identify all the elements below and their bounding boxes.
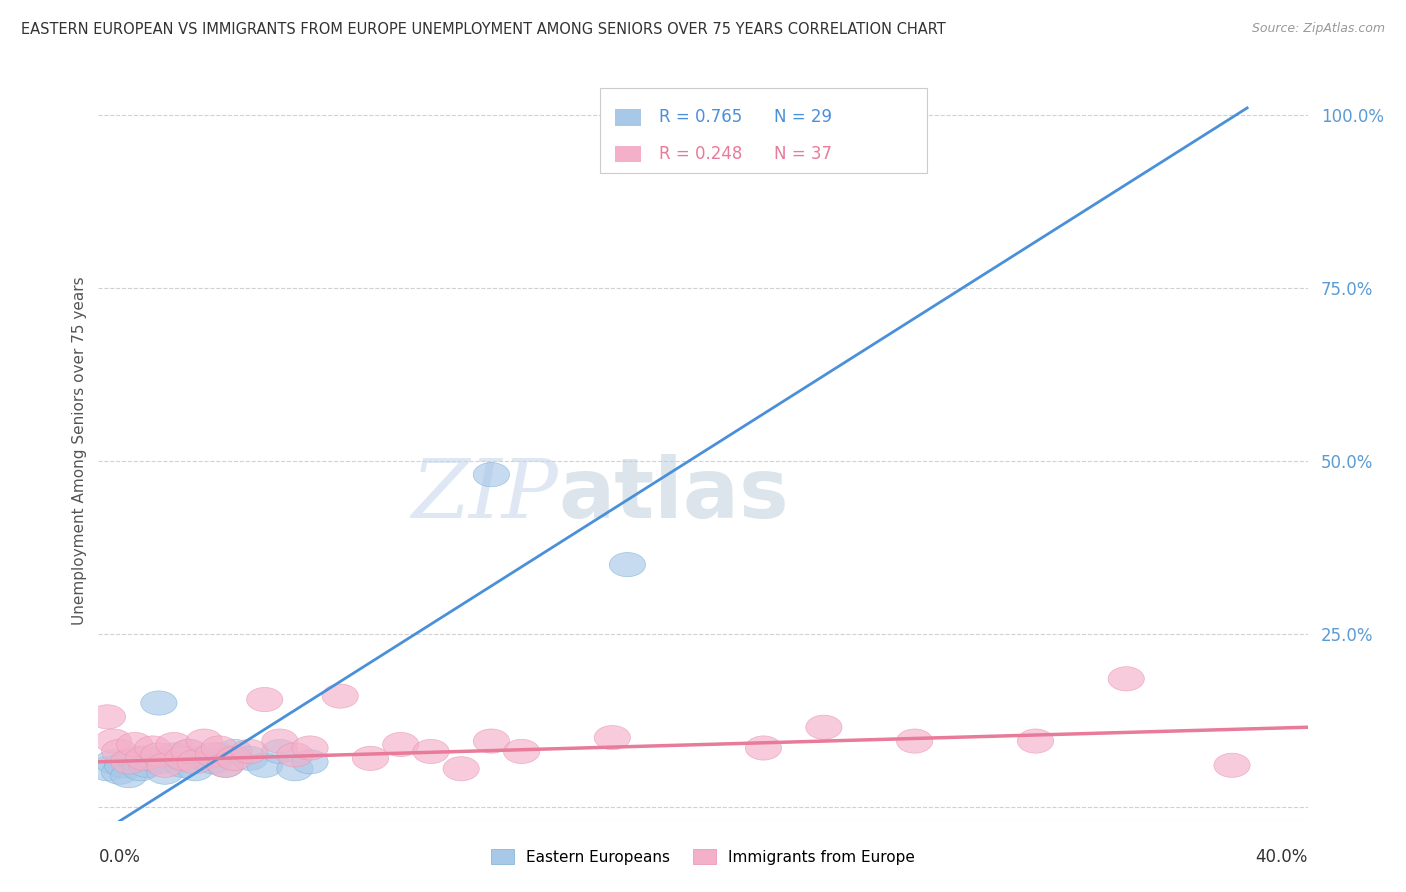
Text: 0.0%: 0.0%	[98, 848, 141, 866]
Ellipse shape	[135, 736, 172, 760]
Ellipse shape	[125, 747, 162, 771]
Ellipse shape	[141, 743, 177, 767]
Ellipse shape	[246, 753, 283, 778]
Text: R = 0.765: R = 0.765	[659, 109, 742, 127]
Ellipse shape	[474, 729, 509, 753]
Ellipse shape	[207, 753, 243, 778]
Ellipse shape	[322, 684, 359, 708]
Ellipse shape	[745, 736, 782, 760]
Ellipse shape	[111, 749, 146, 774]
Text: 40.0%: 40.0%	[1256, 848, 1308, 866]
Ellipse shape	[135, 747, 172, 771]
Ellipse shape	[90, 756, 125, 780]
Ellipse shape	[165, 753, 201, 778]
Ellipse shape	[353, 747, 388, 771]
Text: Source: ZipAtlas.com: Source: ZipAtlas.com	[1251, 22, 1385, 36]
Text: ZIP: ZIP	[411, 455, 558, 535]
Ellipse shape	[101, 760, 138, 784]
Text: atlas: atlas	[558, 454, 789, 535]
Ellipse shape	[177, 749, 214, 774]
Ellipse shape	[382, 732, 419, 756]
Ellipse shape	[186, 729, 222, 753]
Ellipse shape	[806, 715, 842, 739]
Text: R = 0.248: R = 0.248	[659, 145, 742, 163]
Ellipse shape	[1108, 666, 1144, 691]
Ellipse shape	[292, 736, 328, 760]
Ellipse shape	[90, 705, 125, 729]
Legend: Eastern Europeans, Immigrants from Europe: Eastern Europeans, Immigrants from Europ…	[491, 849, 915, 865]
Ellipse shape	[232, 747, 267, 771]
Ellipse shape	[262, 739, 298, 764]
Ellipse shape	[413, 739, 449, 764]
Ellipse shape	[186, 747, 222, 771]
Ellipse shape	[609, 552, 645, 577]
Ellipse shape	[217, 747, 253, 771]
Ellipse shape	[141, 691, 177, 715]
Ellipse shape	[503, 739, 540, 764]
Ellipse shape	[129, 753, 165, 778]
Ellipse shape	[146, 760, 183, 784]
Ellipse shape	[292, 749, 328, 774]
Ellipse shape	[117, 747, 153, 771]
Ellipse shape	[104, 753, 141, 778]
Ellipse shape	[201, 736, 238, 760]
Ellipse shape	[122, 756, 159, 780]
Bar	[600, 87, 927, 173]
Ellipse shape	[165, 747, 201, 771]
Ellipse shape	[195, 743, 232, 767]
Ellipse shape	[595, 725, 630, 749]
Ellipse shape	[96, 749, 132, 774]
Ellipse shape	[897, 729, 932, 753]
Ellipse shape	[201, 743, 238, 767]
Ellipse shape	[262, 729, 298, 753]
Ellipse shape	[101, 739, 138, 764]
Ellipse shape	[1213, 753, 1250, 778]
Ellipse shape	[277, 743, 314, 767]
Ellipse shape	[96, 729, 132, 753]
Ellipse shape	[172, 739, 207, 764]
Ellipse shape	[207, 753, 243, 778]
Ellipse shape	[1018, 729, 1053, 753]
Ellipse shape	[195, 749, 232, 774]
Ellipse shape	[474, 463, 509, 487]
Ellipse shape	[443, 756, 479, 780]
Ellipse shape	[156, 743, 193, 767]
Ellipse shape	[669, 130, 706, 154]
Bar	[614, 110, 641, 126]
Ellipse shape	[177, 756, 214, 780]
Text: N = 37: N = 37	[775, 145, 832, 163]
Ellipse shape	[277, 756, 314, 780]
Ellipse shape	[156, 732, 193, 756]
Text: EASTERN EUROPEAN VS IMMIGRANTS FROM EUROPE UNEMPLOYMENT AMONG SENIORS OVER 75 YE: EASTERN EUROPEAN VS IMMIGRANTS FROM EURO…	[21, 22, 946, 37]
Ellipse shape	[117, 732, 153, 756]
Ellipse shape	[232, 739, 267, 764]
Ellipse shape	[146, 753, 183, 778]
Ellipse shape	[217, 739, 253, 764]
Y-axis label: Unemployment Among Seniors over 75 years: Unemployment Among Seniors over 75 years	[72, 277, 87, 624]
Ellipse shape	[141, 749, 177, 774]
Bar	[614, 146, 641, 162]
Ellipse shape	[246, 688, 283, 712]
Text: N = 29: N = 29	[775, 109, 832, 127]
Ellipse shape	[111, 764, 146, 788]
Ellipse shape	[172, 739, 207, 764]
